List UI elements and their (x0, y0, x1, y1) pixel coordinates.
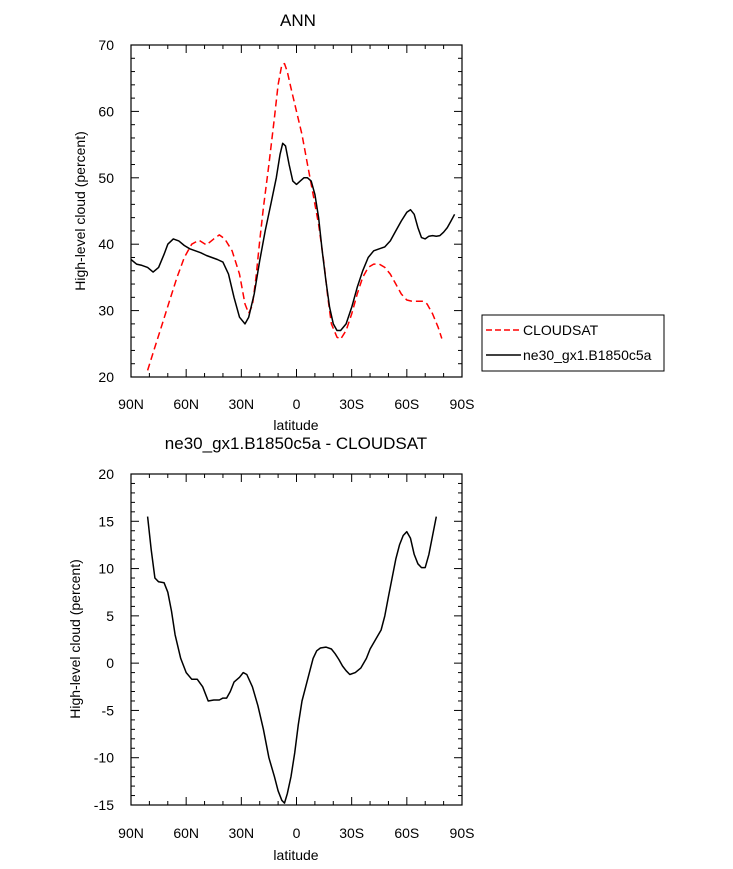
bottom-panel: ne30_gx1.B1850c5a - CLOUDSAT 90N 60N 30N 0 3… (67, 434, 474, 863)
x-tick-label: 30S (339, 396, 364, 412)
x-tick-label: 90S (450, 825, 475, 841)
y-tick-labels: 20 15 10 5 0 -5 -10 -15 (94, 466, 114, 813)
plot-frame (130, 44, 463, 378)
y-tick-label: 0 (106, 655, 114, 671)
chart-title: ne30_gx1.B1850c5a - CLOUDSAT (165, 434, 427, 453)
x-tick-label: 30N (228, 825, 254, 841)
x-tick-labels: 90N 60N 30N 0 30S 60S 90S (118, 396, 474, 412)
x-tick-label: 30S (339, 825, 364, 841)
y-tick-label: 60 (98, 103, 114, 119)
x-tick-label: 0 (293, 396, 301, 412)
x-tick-label: 60S (394, 825, 419, 841)
y-axis-label: High-level cloud (percent) (72, 131, 88, 291)
legend-label-cloudsat: CLOUDSAT (523, 322, 599, 338)
y-tick-label: -5 (102, 702, 115, 718)
series-line-ne30-gx1-b1850c5a-cloudsat (146, 516, 438, 804)
x-tick-label: 60N (173, 396, 199, 412)
x-tick-label: 90N (118, 825, 144, 841)
x-tick-label: 60S (394, 396, 419, 412)
y-tick-label: 20 (98, 369, 114, 385)
x-tick-label: 90S (450, 396, 475, 412)
series-line-ne30-gx1-b1850c5a (130, 142, 456, 332)
y-tick-label: 30 (98, 303, 114, 319)
legend: CLOUDSAT ne30_gx1.B1850c5a (481, 314, 665, 372)
x-tick-label: 60N (173, 825, 199, 841)
chart-title: ANN (280, 11, 316, 30)
x-tick-labels: 90N 60N 30N 0 30S 60S 90S (118, 825, 474, 841)
y-tick-label: 10 (98, 561, 114, 577)
x-tick-label: 0 (293, 825, 301, 841)
legend-label-model: ne30_gx1.B1850c5a (523, 347, 652, 363)
tick-marks (130, 473, 463, 806)
series-lines (130, 62, 456, 371)
y-tick-label: -15 (94, 797, 114, 813)
y-axis-label: High-level cloud (percent) (67, 559, 83, 719)
y-tick-label: 20 (98, 466, 114, 482)
y-tick-label: -10 (94, 750, 114, 766)
y-tick-label: 70 (98, 37, 114, 53)
y-tick-label: 5 (106, 608, 114, 624)
series-lines (146, 516, 438, 804)
x-tick-label: 30N (228, 396, 254, 412)
y-tick-label: 15 (98, 513, 114, 529)
y-tick-label: 40 (98, 236, 114, 252)
legend-box (481, 314, 665, 372)
series-line-cloudsat (146, 62, 443, 371)
x-tick-label: 90N (118, 396, 144, 412)
x-axis-label: latitude (273, 417, 318, 433)
plot-frame (130, 473, 463, 806)
top-panel: ANN 90N 60N 30N 0 30S 60S 90S 20 30 40 50 60 70 lat… (72, 11, 474, 433)
x-axis-label: latitude (273, 847, 318, 863)
y-tick-labels: 20 30 40 50 60 70 (98, 37, 114, 385)
y-tick-label: 50 (98, 170, 114, 186)
